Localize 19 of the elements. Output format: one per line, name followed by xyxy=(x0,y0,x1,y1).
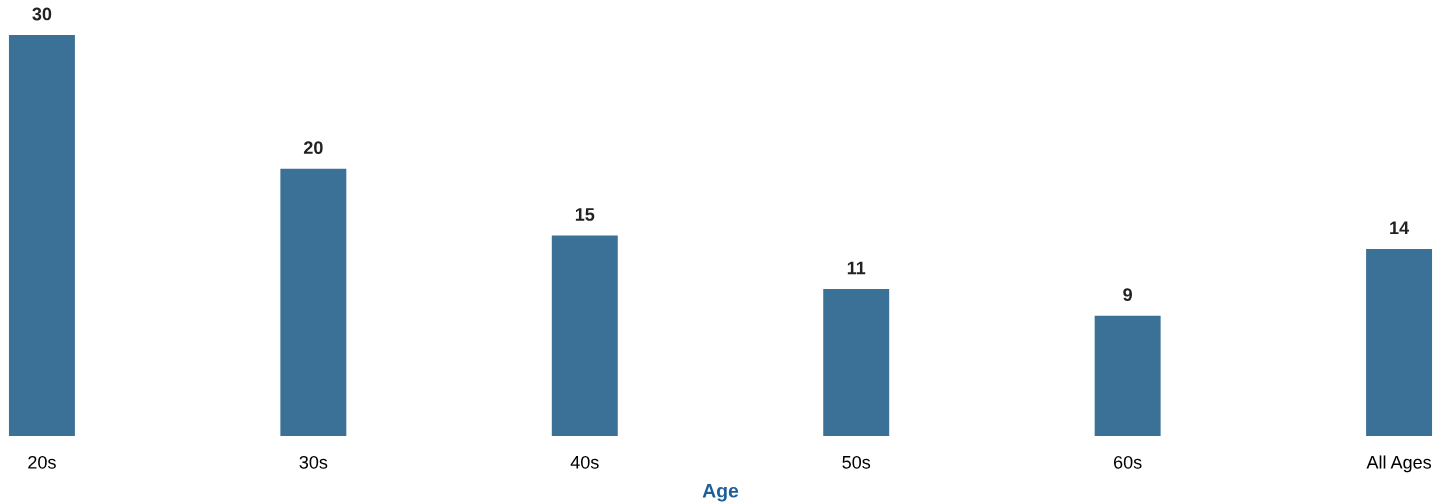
x-axis-title: Age xyxy=(702,484,739,502)
data-label: 9 xyxy=(1123,288,1132,302)
data-label: 30 xyxy=(32,7,52,21)
data-label: 15 xyxy=(575,208,595,221)
x-tick-label: 60s xyxy=(1114,455,1142,469)
x-tick-label: 40s xyxy=(570,455,599,469)
x-tick-label: 20s xyxy=(28,455,56,469)
data-label: 11 xyxy=(847,261,866,275)
bar xyxy=(1366,248,1433,436)
bar xyxy=(823,288,890,436)
x-tick-label: 50s xyxy=(842,455,871,469)
x-tick-label: All Ages xyxy=(1366,455,1432,473)
bar xyxy=(280,168,347,436)
bar xyxy=(551,235,618,436)
data-label: 20 xyxy=(303,141,323,155)
bar xyxy=(1094,315,1161,436)
bar xyxy=(8,35,75,436)
x-tick-label: 30s xyxy=(299,455,328,469)
data-label: 14 xyxy=(1390,221,1410,235)
